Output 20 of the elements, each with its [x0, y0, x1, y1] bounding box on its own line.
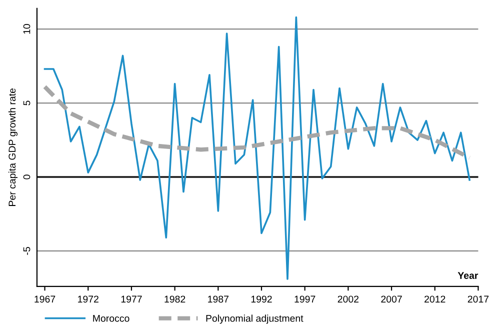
x-axis-title: Year [458, 272, 478, 279]
x-tick-label: 2017 [468, 296, 489, 303]
legend-label: Morocco [93, 314, 130, 322]
legend-label: Polynomial adjustment [206, 314, 304, 324]
x-tick-label: 1977 [121, 296, 142, 303]
x-tick-label: 2002 [338, 296, 359, 303]
y-tick-label: 5 [23, 100, 30, 106]
x-tick-label: 1997 [294, 296, 316, 303]
x-tick-label: 2007 [381, 296, 402, 303]
line-series [42, 84, 472, 160]
y-tick-label: 0 [23, 174, 30, 180]
y-tick-label: -5 [23, 247, 30, 255]
x-tick-label: 1967 [34, 296, 56, 303]
x-tick-label: 2012 [424, 296, 446, 303]
x-tick-label: 1987 [208, 296, 228, 303]
y-axis-title: Per capita GDP growth rate [8, 88, 18, 206]
x-tick-label: 1982 [164, 296, 186, 303]
x-tick-label: 1992 [251, 296, 272, 303]
x-tick-label: 1972 [78, 296, 98, 303]
y-tick-label: 10 [23, 24, 30, 34]
